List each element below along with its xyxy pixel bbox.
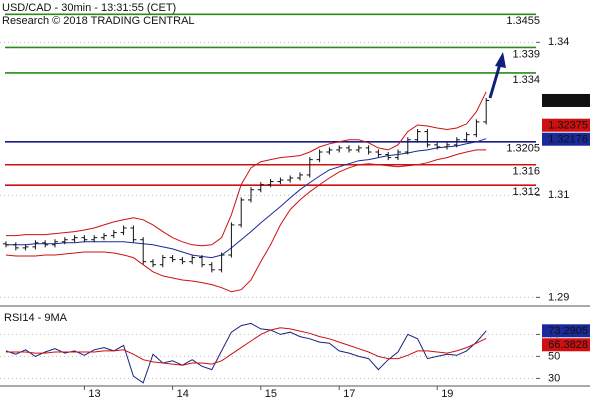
price-badge-label: 1.3286 xyxy=(554,95,588,107)
rsi-title: RSI14 - 9MA xyxy=(4,312,68,324)
arrow-head xyxy=(495,52,506,68)
price-badge xyxy=(542,132,590,146)
level-label: 1.312 xyxy=(512,186,540,198)
chart-title: USD/CAD - 30min - 13:31:55 (CET) xyxy=(2,2,176,14)
series-line xyxy=(6,327,487,366)
level-label: 1.316 xyxy=(512,166,540,178)
level-label: 1.3205 xyxy=(506,143,540,155)
y-tick-label: 1.34 xyxy=(548,36,569,48)
series-line xyxy=(6,138,487,259)
chart-subtitle: Research © 2018 TRADING CENTRAL xyxy=(2,15,195,27)
arrow-shaft xyxy=(488,63,502,99)
x-tick-label: 15 xyxy=(265,388,277,400)
y-tick-label: 1.31 xyxy=(548,189,569,201)
price-badge xyxy=(542,324,590,338)
x-tick-label: 17 xyxy=(343,388,355,400)
price-badge xyxy=(542,118,590,132)
x-tick-label: 14 xyxy=(177,388,189,400)
plot-layer: 13 14 15 17 19 1.29 1.31 1.34 1.3455 1.339 1.334 1.… xyxy=(0,13,590,400)
y-tick-label: 50 xyxy=(548,350,560,362)
series-line xyxy=(5,322,487,384)
price-badge xyxy=(542,338,590,352)
price-badge-label: 1.32375 xyxy=(548,120,588,132)
level-label: 1.3455 xyxy=(506,15,540,27)
price-badge-label: 66.3828 xyxy=(548,339,588,351)
forecast-arrow xyxy=(488,52,506,99)
y-tick-label: 30 xyxy=(548,372,560,384)
price-badge-label: 1.32176 xyxy=(548,134,588,146)
y-tick-label: 1.29 xyxy=(548,291,569,303)
price-badge-label: 73.2905 xyxy=(548,325,588,337)
series-line xyxy=(5,149,487,293)
x-tick-label: 13 xyxy=(88,388,100,400)
level-label: 1.339 xyxy=(512,48,540,60)
series-line xyxy=(6,91,487,247)
price-badge xyxy=(542,93,590,107)
level-label: 1.334 xyxy=(512,74,540,86)
x-tick-label: 19 xyxy=(441,388,453,400)
